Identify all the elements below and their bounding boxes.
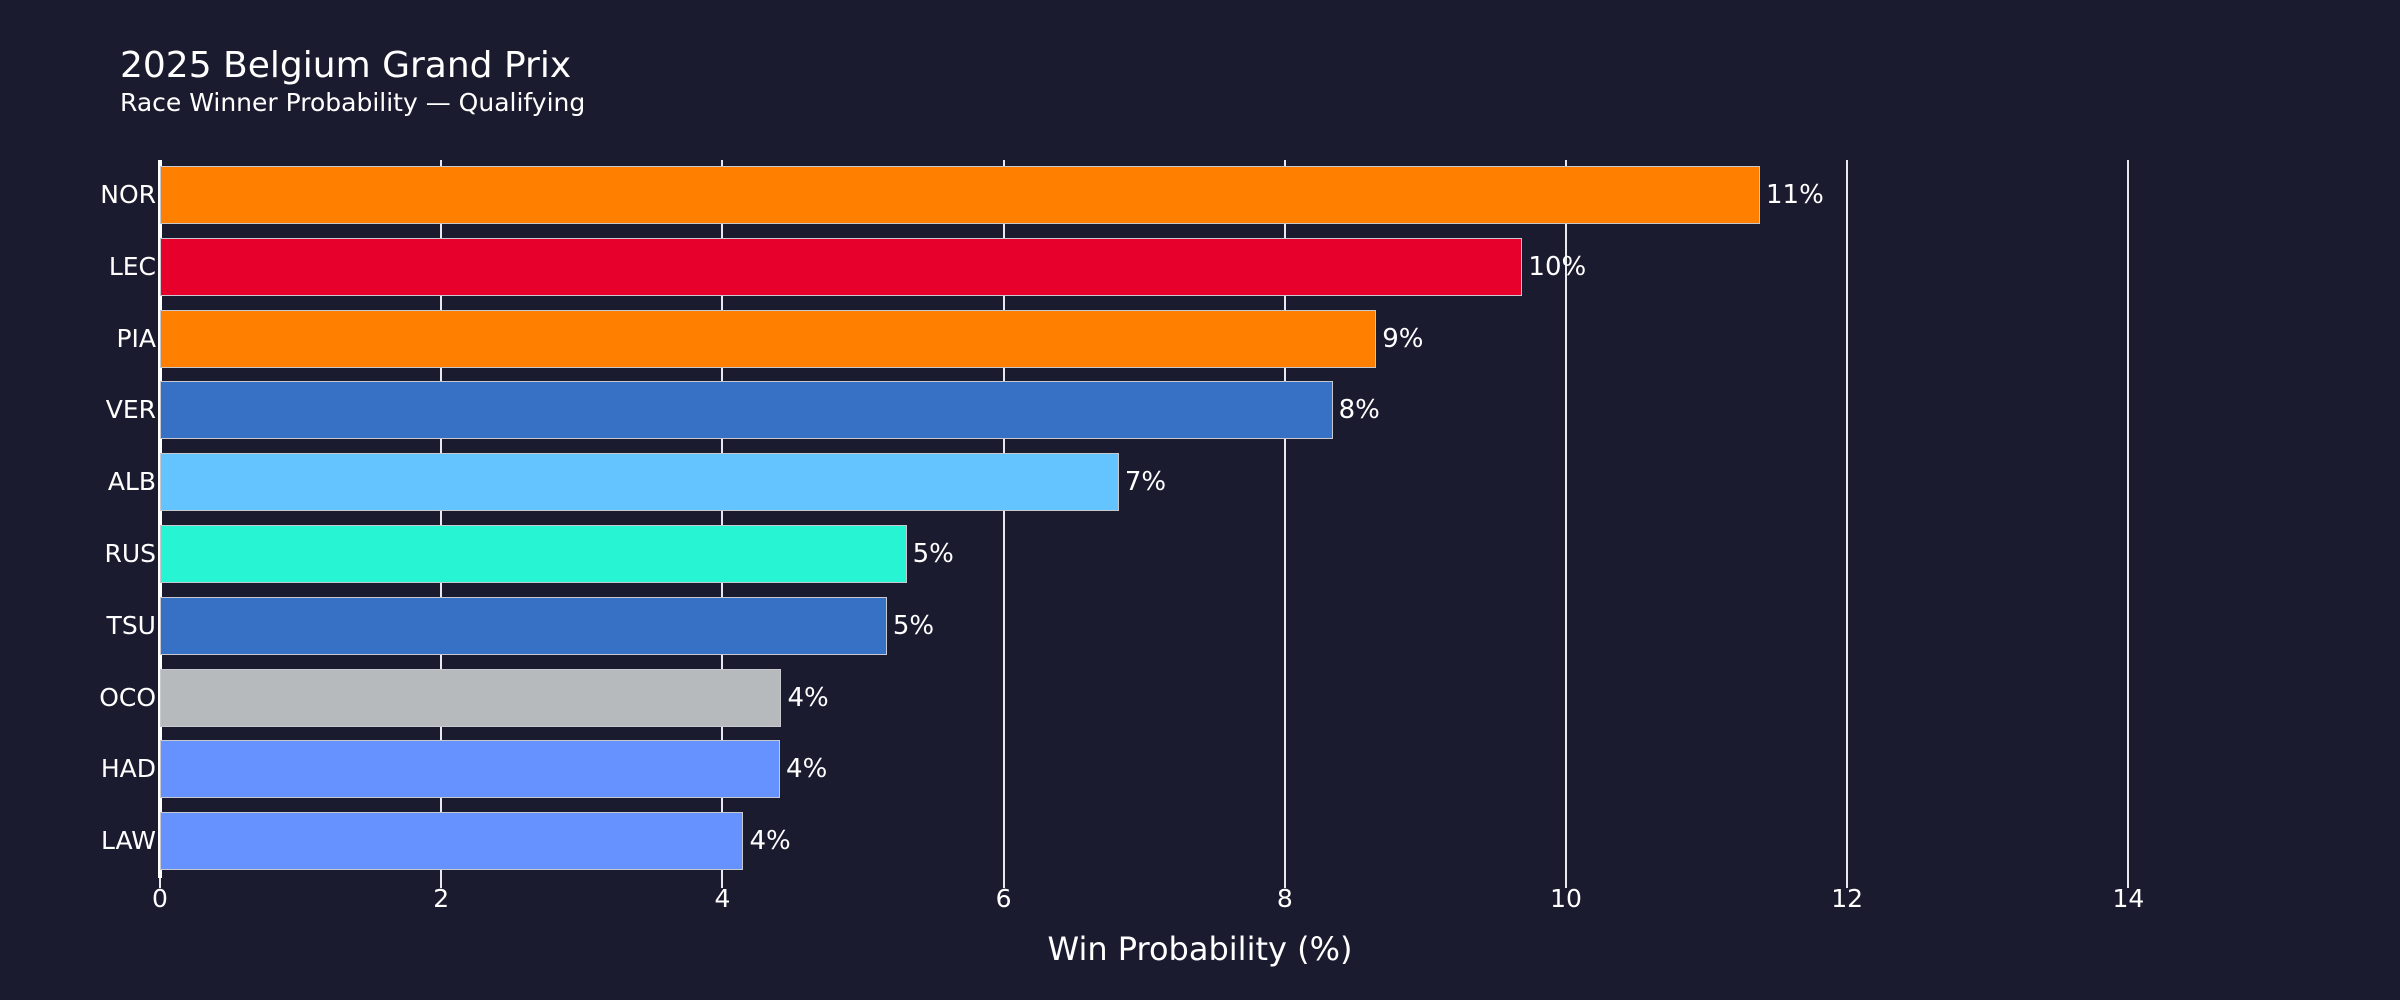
y-tick-label: RUS xyxy=(104,539,156,568)
bar-value-label: 4% xyxy=(749,826,791,856)
gridline-12 xyxy=(1846,160,1849,878)
bar-pia[interactable] xyxy=(160,310,1377,368)
bar-tsu[interactable] xyxy=(160,597,887,655)
bar-value-label: 8% xyxy=(1338,395,1380,425)
gridline-14 xyxy=(2127,160,2130,878)
bar-value-label: 4% xyxy=(787,683,829,713)
bar-value-label: 5% xyxy=(892,611,935,641)
x-tick-label: 6 xyxy=(995,884,1012,913)
y-tick-label: TSU xyxy=(106,611,156,640)
gridline-10 xyxy=(1565,160,1567,878)
y-tick-label: LEC xyxy=(108,252,156,281)
bar-value-label: 7% xyxy=(1124,467,1167,497)
y-tick-label: PIA xyxy=(116,324,156,353)
x-tick-label: 0 xyxy=(152,884,168,913)
bar-had[interactable] xyxy=(160,740,781,798)
y-tick-label: VER xyxy=(105,395,156,424)
x-tick-label: 14 xyxy=(2112,884,2145,913)
gridline-0 xyxy=(158,160,162,878)
gridline-6 xyxy=(1002,160,1005,878)
y-tick-label: ALB xyxy=(107,467,156,496)
y-tick-label: LAW xyxy=(101,826,156,855)
gridline-8 xyxy=(1283,160,1286,878)
y-tick-label: OCO xyxy=(99,683,156,712)
x-tick-label: 4 xyxy=(714,884,731,913)
chart-title: 2025 Belgium Grand Prix xyxy=(120,45,572,86)
y-tick-label: NOR xyxy=(100,180,156,209)
x-tick-label: 12 xyxy=(1831,884,1864,913)
x-axis-title: Win Probability (%) xyxy=(1047,930,1353,968)
x-tick-mark xyxy=(1846,878,1849,888)
bar-value-label: 9% xyxy=(1382,324,1424,354)
bar-ver[interactable] xyxy=(160,381,1333,439)
y-tick-label: HAD xyxy=(100,754,156,783)
x-tick-label: 8 xyxy=(1276,884,1293,913)
bar-value-label: 5% xyxy=(912,539,954,569)
x-tick-label: 2 xyxy=(433,884,450,913)
x-tick-mark xyxy=(1002,878,1005,888)
x-tick-mark xyxy=(2127,878,2130,888)
x-tick-mark xyxy=(159,878,161,888)
bar-value-label: 4% xyxy=(786,754,828,784)
gridline-2 xyxy=(440,160,443,878)
x-tick-mark xyxy=(721,878,724,888)
x-tick-mark xyxy=(1283,878,1286,888)
bar-lec[interactable] xyxy=(160,238,1523,296)
chart-subtitle: Race Winner Probability — Qualifying xyxy=(120,88,586,117)
x-tick-mark xyxy=(440,878,443,888)
x-tick-label: 10 xyxy=(1550,884,1582,913)
bar-rus[interactable] xyxy=(160,525,907,583)
bar-value-label: 11% xyxy=(1766,180,1824,210)
bar-law[interactable] xyxy=(160,812,744,870)
bar-nor[interactable] xyxy=(160,166,1761,224)
bar-oco[interactable] xyxy=(160,669,782,727)
plot-area: 11% 10% 9% 8% 7% 5% 5% 4% 4% 4% xyxy=(158,160,2360,878)
bar-value-label: 10% xyxy=(1528,252,1587,282)
bar-alb[interactable] xyxy=(160,453,1119,511)
x-tick-mark xyxy=(1565,878,1567,888)
gridline-4 xyxy=(721,160,724,878)
